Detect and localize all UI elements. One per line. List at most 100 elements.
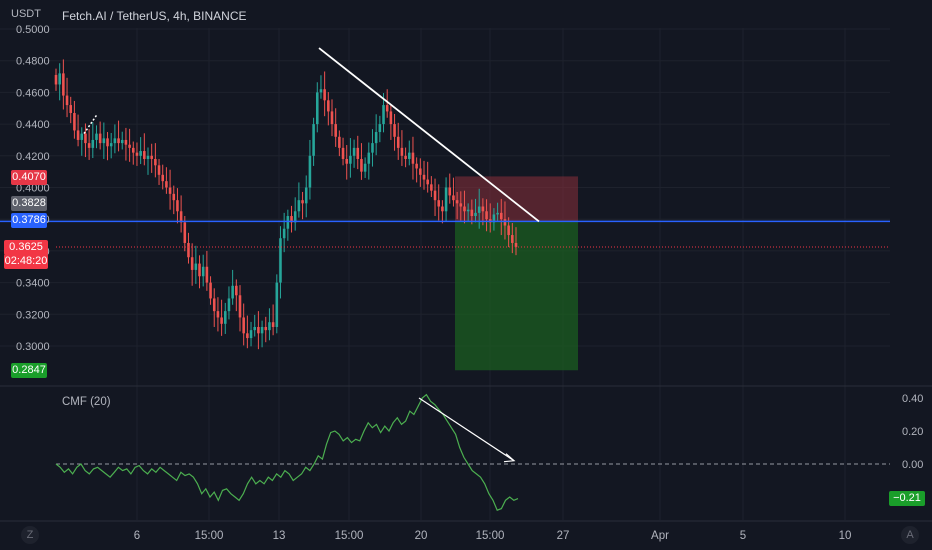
chart-header: USDT Fetch.AI / TetherUS, 4h, BINANCE [0, 0, 932, 30]
time-tick-label: 27 [557, 530, 570, 542]
candle-body [433, 190, 437, 201]
candle-body [150, 155, 153, 159]
drawing-lines[interactable] [0, 47, 890, 248]
price-tick-label: 0.3400 [16, 278, 50, 290]
candle-body [341, 147, 345, 159]
candle-body [304, 187, 308, 204]
candle-body [345, 158, 349, 164]
candle-body [367, 152, 371, 164]
candle-body [338, 136, 341, 148]
time-tick-label: 20 [415, 530, 428, 542]
candle-body [253, 326, 257, 331]
candle-body [131, 147, 135, 153]
candles[interactable] [54, 59, 518, 350]
candle-body [279, 238, 282, 283]
target-price-badge: 0.2847 [11, 363, 47, 378]
candle-body [168, 187, 172, 194]
candle-body [172, 193, 176, 201]
candle-body [315, 92, 319, 125]
current-price-badge: 0.3625 [4, 240, 48, 255]
candle-body [65, 95, 69, 106]
descending-trendline [318, 47, 540, 223]
candle-body [135, 152, 139, 156]
candle-body [507, 225, 510, 236]
candle-body [481, 206, 485, 212]
time-tick-label: 13 [273, 530, 286, 542]
candle-body [374, 132, 378, 144]
candle-body [209, 282, 212, 299]
candle-body [227, 298, 231, 312]
candle-body [109, 143, 113, 147]
candle-body [499, 212, 503, 220]
candle-body [463, 206, 466, 212]
candle-body [95, 133, 98, 140]
candle-body [319, 89, 323, 93]
candle-body [154, 158, 157, 166]
candle-body [271, 322, 275, 327]
candle-body [194, 263, 198, 270]
candle-body [382, 105, 385, 125]
candle-body [212, 298, 216, 312]
candle-body [477, 206, 481, 213]
stop-loss-zone [455, 176, 578, 222]
candle-body [117, 138, 120, 144]
candle-body [411, 152, 415, 164]
candle-body [102, 138, 106, 144]
candle-body [216, 311, 220, 318]
time-tick-label: 15:00 [476, 530, 505, 542]
candle-body [260, 326, 264, 334]
candle-body [238, 295, 242, 318]
candle-body [91, 139, 95, 148]
auto-scale-button[interactable]: A [901, 526, 919, 544]
candle-body [84, 133, 87, 144]
candle-body [73, 113, 76, 131]
candle-body [360, 158, 363, 172]
candle-body [242, 317, 245, 334]
price-tick-label: 0.4600 [16, 87, 50, 99]
candle-body [231, 285, 234, 299]
candle-body [62, 73, 65, 96]
candle-body [308, 155, 312, 188]
horizontal-line-badge: 0.3786 [11, 213, 47, 228]
candle-body [385, 105, 389, 112]
candle-body [58, 73, 61, 85]
candle-body [378, 124, 382, 133]
time-tick-label: Apr [651, 530, 669, 542]
candle-body [437, 200, 441, 207]
cmf-indicator-label[interactable]: CMF (20) [62, 396, 111, 408]
candle-body [286, 216, 290, 229]
candle-body [444, 187, 448, 212]
candle-body [290, 216, 293, 223]
candle-body [146, 155, 150, 159]
candle-body [356, 147, 360, 159]
candle-body [363, 163, 367, 172]
candle-body [470, 209, 474, 217]
candle-body [235, 285, 238, 296]
candle-body [257, 326, 260, 334]
scale-z-button[interactable]: Z [21, 526, 39, 544]
candle-body [503, 219, 507, 226]
cmf-divergence-arrow [418, 397, 515, 462]
candle-body [183, 222, 187, 243]
price-tick-label: 0.4800 [16, 56, 50, 68]
candle-body [157, 165, 161, 175]
candle-body [441, 206, 444, 212]
candle-body [514, 242, 518, 247]
candle-body [220, 317, 223, 324]
candle-body [371, 143, 374, 153]
candle-body [161, 174, 165, 182]
candle-body [201, 266, 205, 277]
candle-body [187, 242, 190, 258]
candle-body [492, 214, 496, 223]
candle-body [87, 143, 91, 148]
cmf-tick-label: 0.40 [902, 393, 923, 405]
price-tick-label: 0.4400 [16, 119, 50, 131]
currency-label: USDT [11, 8, 41, 20]
price-tick-label: 0.3200 [16, 309, 50, 321]
candle-body [496, 212, 499, 215]
candle-body [198, 263, 201, 277]
symbol-title[interactable]: Fetch.AI / TetherUS, 4h, BINANCE [62, 9, 247, 23]
candle-body [393, 124, 396, 137]
price-tick-label: 0.4200 [16, 151, 50, 163]
